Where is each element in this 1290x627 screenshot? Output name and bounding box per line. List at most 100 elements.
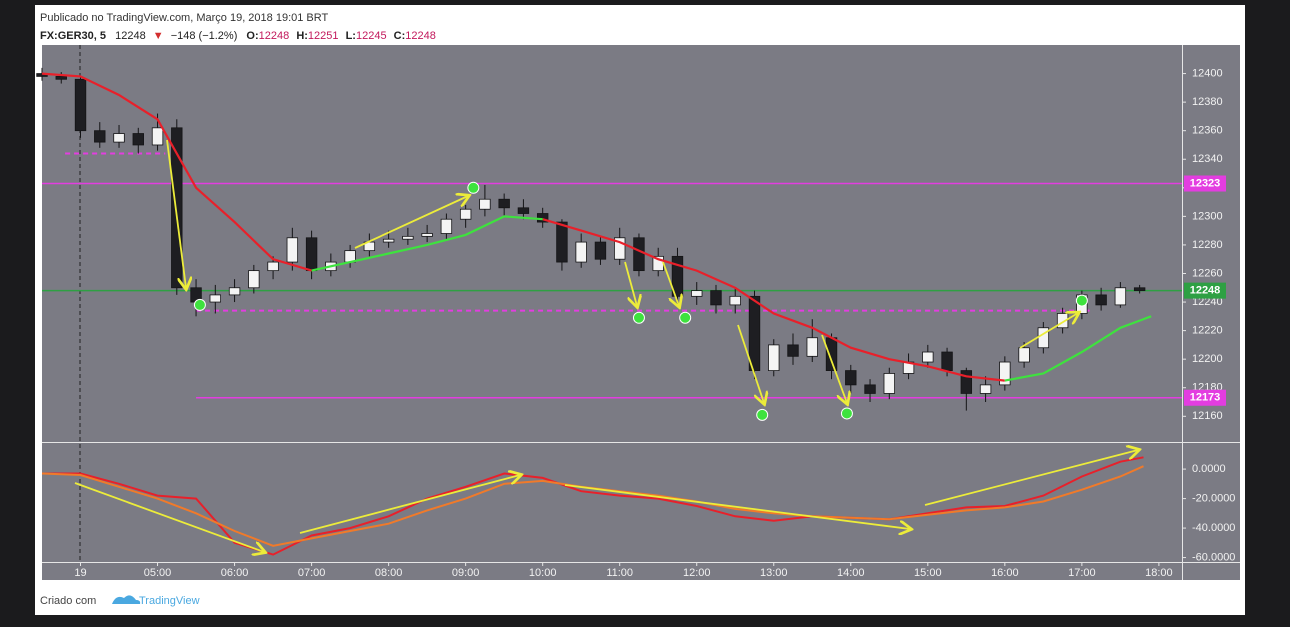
annotation-arrows xyxy=(74,139,1138,552)
x-tick-label: 07:00 xyxy=(298,567,326,579)
x-tick-label: 18:00 xyxy=(1145,567,1173,579)
candle-body xyxy=(1095,294,1107,306)
candle-body xyxy=(209,294,222,303)
x-tick-label: 19 xyxy=(74,567,86,579)
x-tick-label: 10:00 xyxy=(529,567,557,579)
signal xyxy=(632,311,645,324)
moving-average xyxy=(311,215,1152,382)
l-value: 12245 xyxy=(356,30,387,42)
y-tick-label: 12200 xyxy=(1192,353,1223,365)
arrow xyxy=(564,484,910,529)
moving-average xyxy=(41,72,1005,382)
candle-body xyxy=(787,344,799,357)
x-tick-label: 06:00 xyxy=(221,567,249,579)
candle-body xyxy=(171,127,183,289)
x-tick-label: 11:00 xyxy=(606,567,633,579)
candle-body xyxy=(999,361,1011,386)
marks: 1216012180122001222012240122601228012300… xyxy=(36,67,1235,579)
o-value: 12248 xyxy=(259,30,290,42)
candle-body xyxy=(498,198,510,209)
arrow xyxy=(821,334,847,403)
arrow xyxy=(74,482,264,552)
candle-body xyxy=(825,337,838,371)
footer-brand[interactable]: TradingView xyxy=(139,595,200,607)
candle-body xyxy=(479,198,491,210)
candle-body xyxy=(845,370,857,386)
y-tick-label: 12340 xyxy=(1192,153,1223,165)
arrow xyxy=(354,196,468,249)
brand-logo xyxy=(112,595,141,604)
candle-body xyxy=(305,237,318,272)
y-tick-label: -20.0000 xyxy=(1192,492,1235,504)
x-tick-label: 17:00 xyxy=(1068,567,1096,579)
candle-body xyxy=(594,241,607,260)
c-label: C: xyxy=(394,30,406,42)
y-tick-label: 0.0000 xyxy=(1192,463,1226,475)
signal xyxy=(679,311,692,324)
arrow xyxy=(1019,313,1078,349)
x-tick-label: 14:00 xyxy=(837,567,865,579)
signal xyxy=(1075,294,1088,307)
candle-body xyxy=(382,238,395,243)
y-tick-label: -60.0000 xyxy=(1192,551,1235,563)
legend-line: FX:GER30, 5 12248 ▼ −148 (−1.2%) O:12248… xyxy=(40,30,436,42)
last: 12248 xyxy=(115,30,146,42)
candle-body xyxy=(556,221,568,263)
candle-body xyxy=(113,133,125,143)
y-tick-label: 12360 xyxy=(1192,125,1223,137)
candle-body xyxy=(421,233,433,237)
x-tick-label: 13:00 xyxy=(760,567,788,579)
l-label: L: xyxy=(346,30,356,42)
x-tick-label: 15:00 xyxy=(914,567,942,579)
candle-body xyxy=(575,241,587,263)
y-tick-label: 12300 xyxy=(1192,210,1223,222)
candle-body xyxy=(402,235,414,240)
candle-body xyxy=(922,351,934,363)
candle-body xyxy=(960,370,973,394)
candle-body xyxy=(459,208,472,220)
x-tick-label: 12:00 xyxy=(683,567,711,579)
candle-body xyxy=(748,295,761,371)
y-tick-label: 12160 xyxy=(1192,410,1223,422)
candle-body xyxy=(768,344,780,371)
arrow xyxy=(624,261,637,306)
h-label: H: xyxy=(296,30,308,42)
arrow xyxy=(662,261,679,306)
candle-body xyxy=(248,270,260,289)
candle-body xyxy=(440,218,453,234)
level-label: 12173 xyxy=(1190,392,1221,404)
candle-body xyxy=(1018,347,1030,363)
x-tick-label: 05:00 xyxy=(144,567,172,579)
symbol: FX:GER30, 5 xyxy=(40,30,106,42)
arrow xyxy=(737,324,764,403)
candle-body xyxy=(691,290,703,297)
candle-body xyxy=(94,130,106,143)
candle-body xyxy=(132,133,144,146)
signal xyxy=(756,408,769,421)
c-value: 12248 xyxy=(405,30,436,42)
arrow xyxy=(299,475,520,534)
change: −148 (−1.2%) xyxy=(171,30,238,42)
level-tag xyxy=(1184,389,1226,406)
candle-body xyxy=(228,287,241,296)
change-arrow: ▼ xyxy=(153,30,164,42)
level-label: 12323 xyxy=(1190,177,1221,189)
candle-body xyxy=(941,351,953,371)
candle-body xyxy=(979,384,992,394)
candle-body xyxy=(806,337,818,357)
candle-body xyxy=(55,76,67,80)
level-tag xyxy=(1184,175,1226,192)
x-tick-label: 16:00 xyxy=(991,567,1019,579)
y-tick-label: -40.0000 xyxy=(1192,522,1235,534)
y-tick-label: 12400 xyxy=(1192,67,1223,79)
y-tick-label: 12240 xyxy=(1192,296,1223,308)
candle-body xyxy=(614,237,626,260)
footer-created: Criado com xyxy=(40,595,96,607)
candle-body xyxy=(710,290,722,306)
level-label: 12248 xyxy=(1190,285,1221,297)
y-tick-label: 12260 xyxy=(1192,267,1223,279)
y-tick-label: 12380 xyxy=(1192,96,1223,108)
y-tick-label: 12220 xyxy=(1192,325,1223,337)
candle-body xyxy=(864,384,876,394)
